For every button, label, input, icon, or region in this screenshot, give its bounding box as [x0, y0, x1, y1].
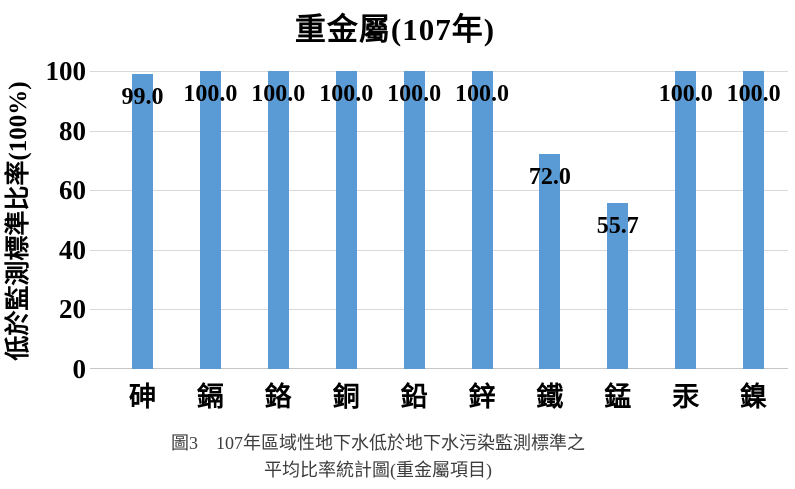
- bar: [539, 154, 561, 369]
- x-tick-label: 錳: [604, 382, 632, 412]
- caption-line-1: 圖3 107年區域性地下水低於地下水污染監測標準之: [171, 433, 585, 453]
- bar: [267, 71, 289, 369]
- y-tick-label: 100: [45, 56, 87, 86]
- x-tick-label: 鉻: [264, 382, 292, 412]
- x-tick-label: 鉛: [400, 382, 428, 412]
- y-tick-label: 60: [59, 175, 86, 206]
- bar: [471, 71, 493, 369]
- x-tick-label: 鐵: [536, 382, 564, 412]
- y-tick-label: 80: [59, 115, 86, 146]
- figure-caption: 圖3 107年區域性地下水低於地下水污染監測標準之 平均比率統計圖(重金屬項目): [0, 430, 756, 484]
- caption-line-2: 平均比率統計圖(重金屬項目): [264, 460, 492, 480]
- x-tick-label: 鎳: [740, 382, 768, 412]
- gridline: [90, 71, 788, 72]
- y-axis-title: 低於監測標準比率(100%): [5, 81, 32, 361]
- plot-area: 99.0 100.0 100.0 100.0 100.0 100.0 72.0 55.7 100…: [90, 71, 788, 369]
- bar-value-label: 100.0: [726, 81, 781, 107]
- x-tick-label: 鎘: [196, 382, 224, 412]
- bar-value-label: 100.0: [658, 81, 713, 107]
- gridline: [90, 249, 788, 251]
- bar-value-label: 100.0: [251, 81, 306, 107]
- bar-value-label: 72.0: [528, 164, 571, 191]
- x-tick-label: 銅: [332, 382, 360, 412]
- bar: [743, 71, 765, 369]
- x-tick-label: 汞: [672, 382, 700, 412]
- bar: [607, 203, 629, 369]
- bar-value-label: 100.0: [455, 81, 509, 107]
- bar-value-label: 99.0: [121, 83, 164, 110]
- gridline: [90, 309, 788, 311]
- bar-value-label: 100.0: [387, 81, 442, 107]
- bar: [403, 71, 425, 369]
- bar: [199, 71, 221, 369]
- bar: [675, 71, 697, 369]
- chart-title: 重金屬(107年): [294, 12, 496, 47]
- bar: [132, 73, 153, 369]
- y-tick-label: 40: [59, 234, 86, 265]
- gridline: [90, 130, 788, 132]
- bar-value-label: 100.0: [183, 81, 238, 107]
- x-axis-line: [90, 368, 788, 369]
- y-tick-label: 0: [72, 354, 87, 384]
- bar-value-label: 100.0: [319, 81, 374, 107]
- x-tick-label: 鋅: [468, 382, 496, 412]
- gridline: [90, 190, 788, 192]
- bar: [335, 71, 357, 369]
- y-tick-label: 20: [59, 294, 86, 325]
- x-tick-label: 砷: [129, 382, 156, 412]
- bar-value-label: 55.7: [596, 213, 639, 239]
